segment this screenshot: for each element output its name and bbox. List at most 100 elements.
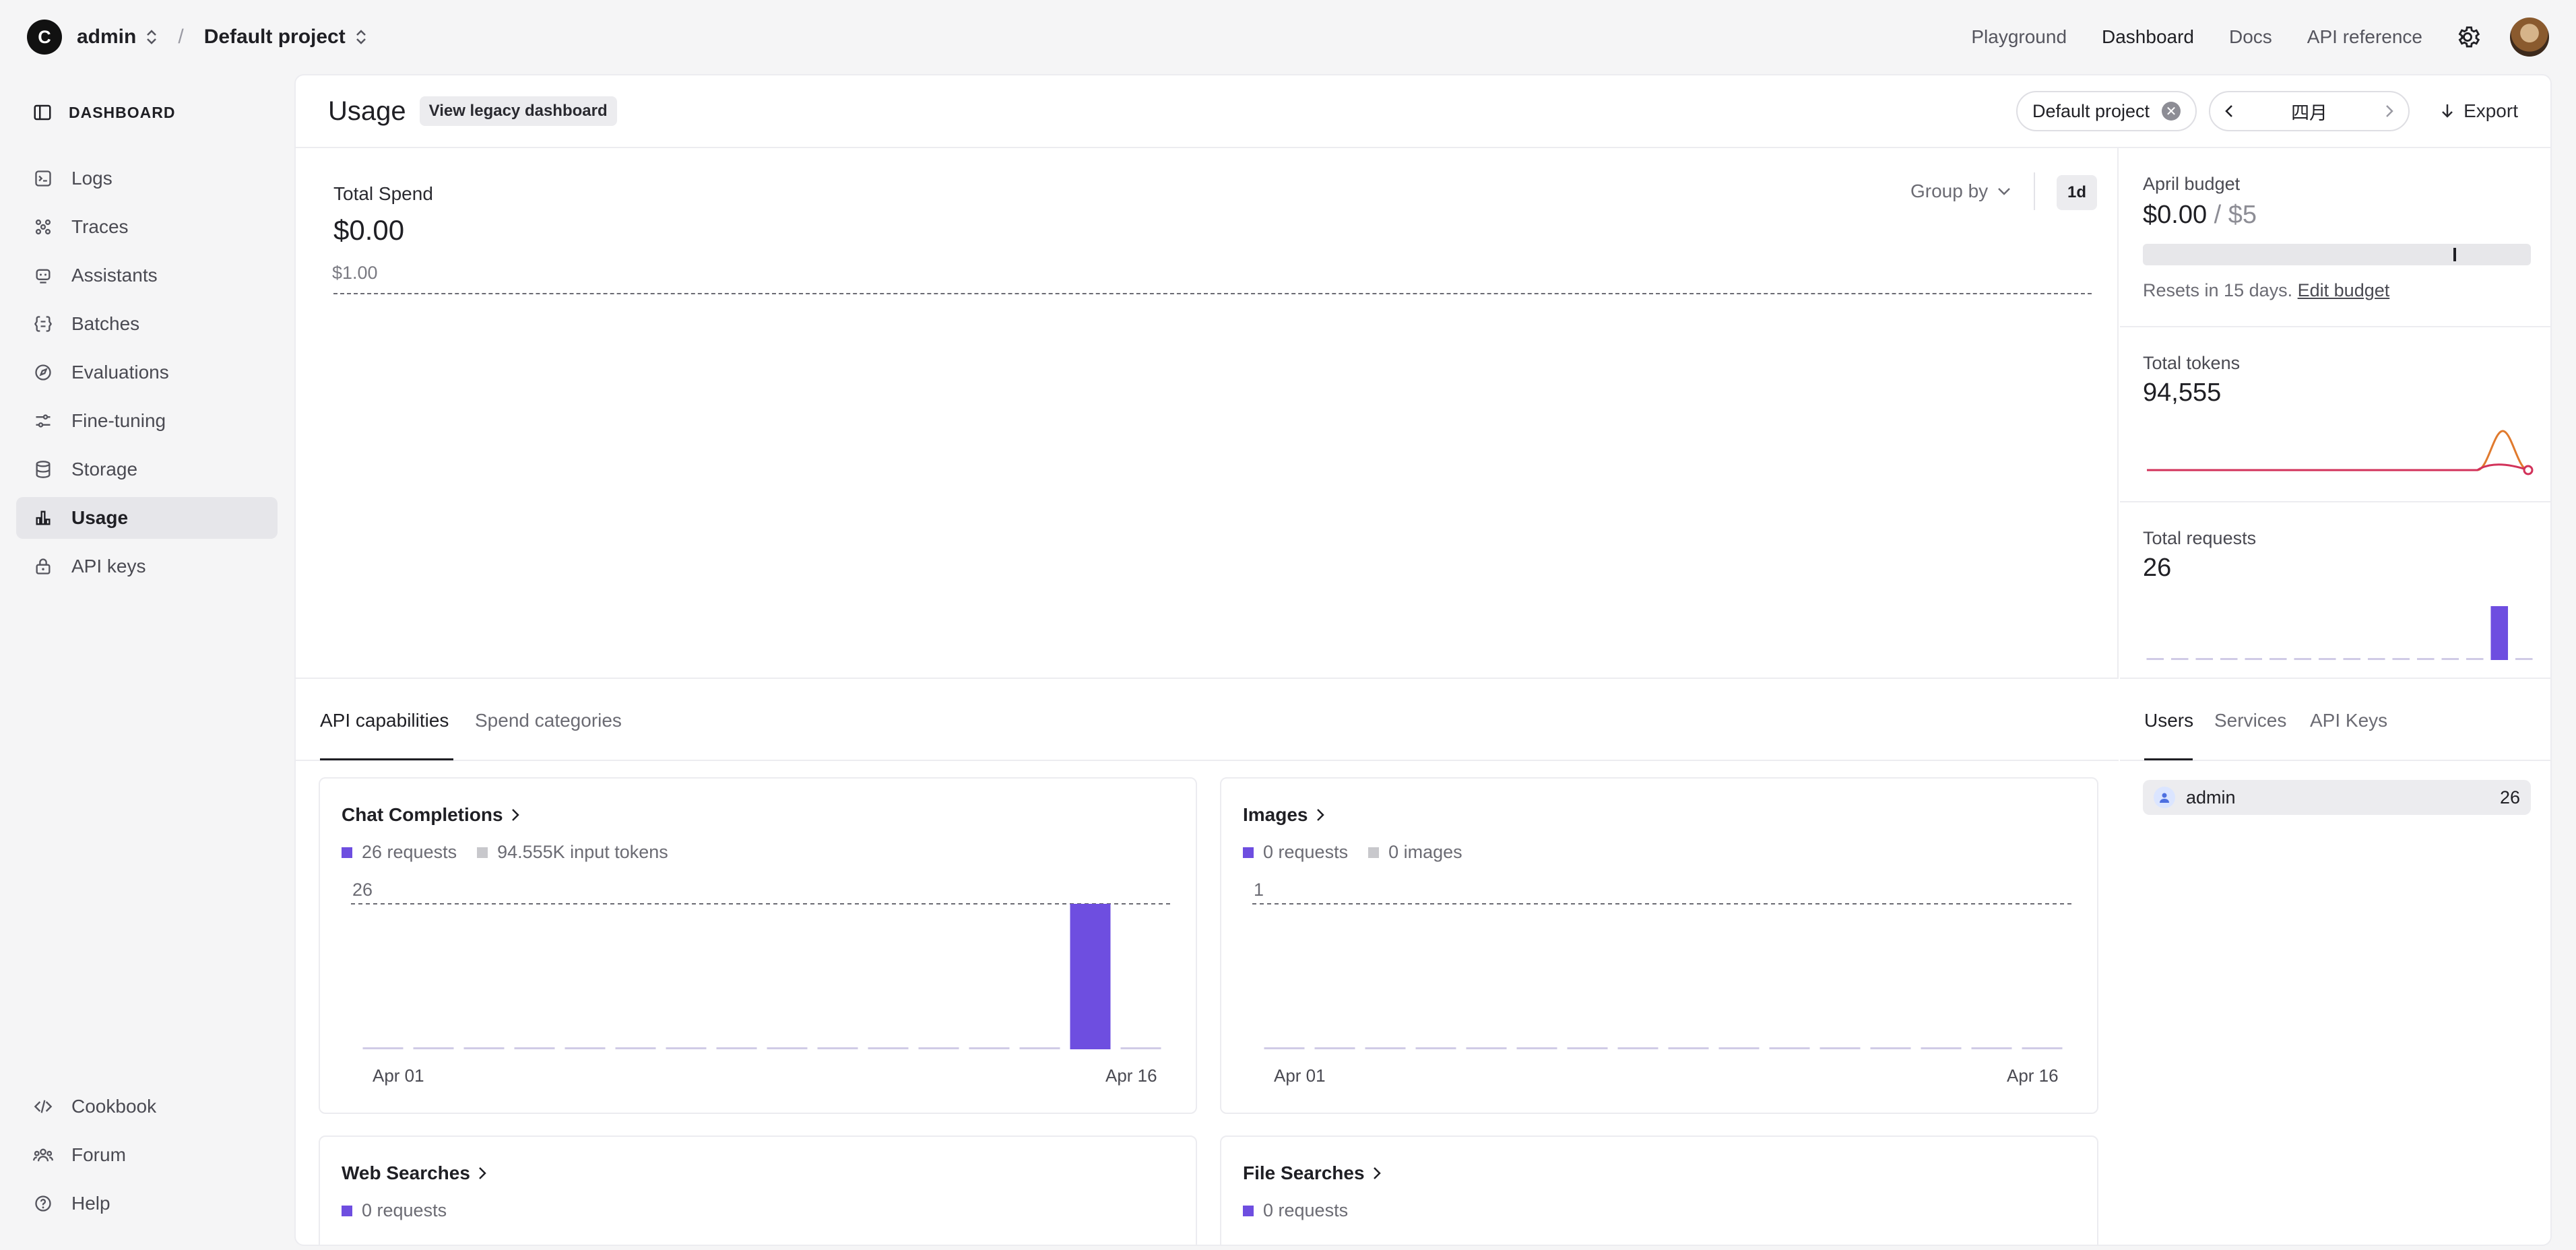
images-link[interactable]: Images (1243, 804, 1326, 826)
bar (2441, 658, 2459, 660)
requests-label: Total requests (2143, 528, 2257, 548)
sidebar-item-usage[interactable]: Usage (16, 497, 278, 539)
last-point-marker (2523, 465, 2534, 475)
interval-button[interactable]: 1d (2057, 175, 2097, 210)
x-axis-end-label: Apr 16 (1105, 1065, 1157, 1086)
y-axis-max-label: 1 (1254, 880, 1264, 900)
file-searches-link[interactable]: File Searches (1243, 1162, 1382, 1184)
divider (2034, 172, 2035, 210)
arrow-down-icon (2439, 102, 2464, 120)
sidebar-item-cookbook[interactable]: Cookbook (16, 1086, 278, 1127)
bar (413, 1047, 454, 1049)
chevron-updown-icon (146, 28, 158, 46)
card-legend: 26 requests 94.555K input tokens (342, 842, 668, 863)
nav-dashboard[interactable]: Dashboard (2102, 26, 2194, 47)
card-title: Web Searches (342, 1162, 470, 1183)
breakdown-tabs: Users Services API Keys (2120, 680, 2550, 761)
user-row-admin[interactable]: admin 26 (2143, 780, 2531, 815)
sidebar-item-logs[interactable]: Logs (16, 158, 278, 199)
sidebar-toggle-icon[interactable] (32, 102, 53, 123)
sidebar-item-api-keys[interactable]: API keys (16, 546, 278, 587)
top-nav: Playground Dashboard Docs API reference (1936, 18, 2549, 57)
tab-api-capabilities[interactable]: API capabilities (320, 710, 449, 731)
sidebar-item-assistants[interactable]: Assistants (16, 255, 278, 296)
org-avatar[interactable]: C (27, 20, 62, 55)
chat-completions-link[interactable]: Chat Completions (342, 804, 521, 826)
bar (565, 1047, 606, 1049)
project-filter[interactable]: Default project ✕ (2016, 91, 2197, 131)
card-legend: 0 requests (342, 1200, 447, 1221)
org-switcher[interactable]: admin (77, 26, 158, 48)
bar (1820, 1047, 1861, 1049)
tab-spend-categories[interactable]: Spend categories (475, 710, 622, 731)
chevron-down-icon (1988, 185, 2012, 198)
x-axis-start-label: Apr 01 (1274, 1065, 1326, 1086)
storage-icon (32, 459, 54, 480)
group-by-dropdown[interactable]: Group by (1910, 180, 2012, 202)
total-spend-chart: Total Spend $0.00 $1.00 Group by 1d (296, 148, 2119, 679)
sidebar-item-label: API keys (71, 556, 146, 577)
budget-value: $0.00 / $5 (2143, 201, 2257, 230)
sidebar-heading[interactable]: DASHBOARD (32, 102, 176, 123)
gear-icon[interactable] (2455, 24, 2480, 50)
evaluations-icon (32, 362, 54, 383)
web-searches-link[interactable]: Web Searches (342, 1162, 488, 1184)
bar (463, 1047, 505, 1049)
bar (2294, 658, 2312, 660)
tab-api-keys[interactable]: API Keys (2310, 710, 2388, 731)
bar (362, 1047, 404, 1049)
export-button[interactable]: Export (2439, 100, 2518, 122)
view-legacy-dashboard-button[interactable]: View legacy dashboard (419, 96, 617, 126)
images-chart (1252, 903, 2074, 1049)
main-panel: Usage View legacy dashboard Default proj… (294, 74, 2552, 1246)
traces-icon (32, 216, 54, 238)
bar (1415, 1047, 1456, 1049)
sidebar-item-label: Assistants (71, 265, 158, 286)
usage-icon (32, 507, 54, 529)
bar (2220, 658, 2238, 660)
tokens-series-line (2147, 430, 2529, 471)
y-axis-max-label: 26 (352, 880, 373, 900)
date-picker[interactable]: 四月 (2209, 91, 2410, 131)
sidebar-item-label: Traces (71, 216, 129, 237)
tokens-value: 94,555 (2143, 379, 2222, 407)
header-controls: Default project ✕ 四月 Export (2016, 91, 2518, 131)
page-title: Usage (328, 96, 406, 126)
sidebar-item-batches[interactable]: Batches (16, 303, 278, 345)
nav-api-reference[interactable]: API reference (2307, 26, 2422, 47)
bar (716, 1047, 757, 1049)
user-avatar[interactable] (2510, 18, 2549, 57)
logs-icon (32, 168, 54, 189)
sidebar-item-label: Forum (71, 1144, 126, 1165)
legend-requests: 0 requests (1263, 1200, 1349, 1220)
nav-playground[interactable]: Playground (1971, 26, 2067, 47)
card-legend: 0 requests 0 images (1243, 842, 1462, 863)
project-filter-label: Default project (2032, 100, 2150, 121)
tab-services[interactable]: Services (2214, 710, 2287, 731)
sidebar-item-storage[interactable]: Storage (16, 449, 278, 490)
edit-budget-link[interactable]: Edit budget (2297, 280, 2390, 300)
sidebar-item-label: Fine-tuning (71, 410, 166, 431)
sidebar-heading-label: DASHBOARD (69, 103, 176, 121)
sidebar-item-traces[interactable]: Traces (16, 206, 278, 248)
bar (514, 1047, 555, 1049)
sidebar-item-evaluations[interactable]: Evaluations (16, 352, 278, 393)
sidebar: DASHBOARD Logs Traces Assistants Batches… (0, 74, 290, 1250)
project-switcher[interactable]: Default project (204, 26, 367, 48)
tab-users[interactable]: Users (2144, 710, 2194, 731)
clear-filter-icon[interactable]: ✕ (2162, 102, 2181, 121)
nav-docs[interactable]: Docs (2229, 26, 2272, 47)
requests-value: 26 (2143, 554, 2172, 582)
bar (1019, 1047, 1060, 1049)
budget-progress-bar (2143, 244, 2531, 265)
summary-column: April budget $0.00 / $5 Resets in 15 day… (2120, 148, 2550, 1245)
sidebar-item-label: Cookbook (71, 1096, 157, 1117)
top-bar: C admin / Default project Playground Das… (0, 0, 2576, 74)
chevron-left-icon[interactable] (2222, 104, 2237, 119)
sidebar-item-fine-tuning[interactable]: Fine-tuning (16, 400, 278, 442)
bar (2515, 658, 2533, 660)
scrollbar[interactable] (2551, 162, 2552, 750)
sidebar-item-help[interactable]: Help (16, 1183, 278, 1224)
chevron-right-icon[interactable] (2381, 104, 2396, 119)
sidebar-item-forum[interactable]: Forum (16, 1134, 278, 1176)
